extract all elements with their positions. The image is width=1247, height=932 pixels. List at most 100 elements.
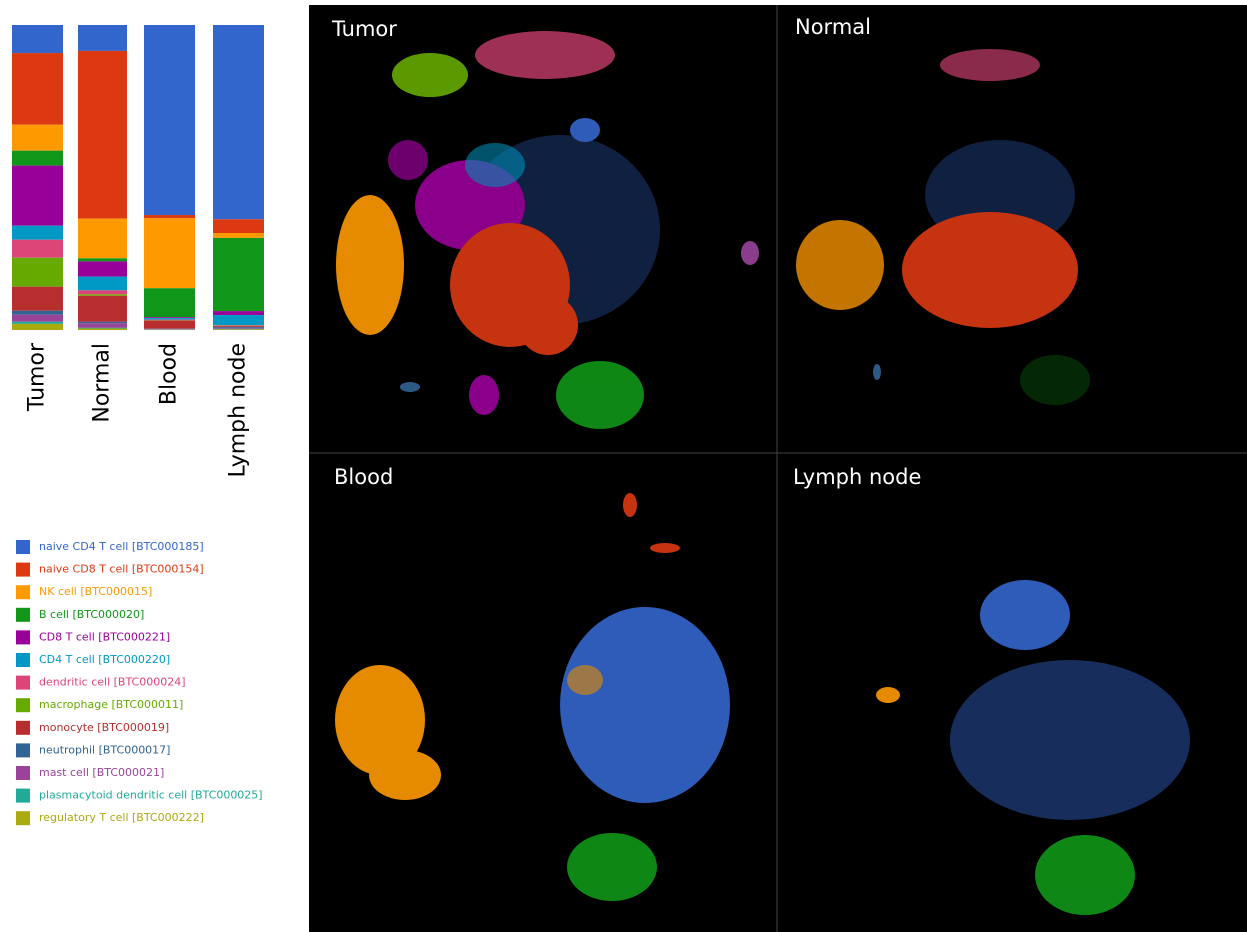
cluster [335, 665, 425, 775]
bar-segment [144, 25, 195, 216]
legend-swatch [16, 585, 30, 600]
cluster [469, 375, 499, 415]
legend-swatch [16, 811, 30, 826]
bar-segment [78, 25, 127, 51]
bar-segment [78, 295, 127, 322]
bar-segment [78, 321, 127, 324]
bar-segment [144, 288, 195, 318]
bar-segment [12, 25, 63, 54]
cluster [650, 543, 680, 553]
cluster [388, 140, 428, 180]
legend-swatch [16, 630, 30, 645]
bar-segment [78, 258, 127, 262]
legend-label: naive CD8 T cell [BTC000154] [39, 563, 204, 576]
bar-segment [12, 314, 63, 322]
bar-segment [12, 124, 63, 151]
cluster [465, 143, 525, 187]
legend-label: monocyte [BTC000019] [39, 721, 169, 734]
legend-swatch [16, 788, 30, 803]
legend-swatch [16, 720, 30, 735]
legend-label: neutrophil [BTC000017] [39, 743, 170, 756]
bar-segment [144, 215, 195, 219]
cluster [796, 220, 884, 310]
cluster [556, 361, 644, 429]
bar-segment [12, 150, 63, 166]
cluster [940, 49, 1040, 81]
x-tick-label: Lymph node [226, 343, 251, 478]
cluster [950, 660, 1190, 820]
cluster [560, 607, 730, 803]
bar-segment [213, 219, 264, 234]
legend-label: regulatory T cell [BTC000222] [39, 811, 204, 824]
bar-segment [12, 225, 63, 240]
bar-segment [78, 328, 127, 330]
bar-segment [78, 294, 127, 296]
bar-segment [213, 233, 264, 238]
bar-segment [213, 327, 264, 329]
panel-title: Tumor [331, 17, 397, 41]
bar-segment [78, 276, 127, 291]
bar-segment [144, 328, 195, 330]
panel-title: Lymph node [793, 465, 921, 489]
cluster [741, 241, 759, 265]
x-tick-label: Blood [157, 343, 182, 405]
cluster [570, 118, 600, 142]
legend-label: plasmacytoid dendritic cell [BTC000025] [39, 789, 263, 802]
x-tick-label: Tumor [25, 342, 50, 412]
cluster [475, 31, 615, 79]
legend-swatch [16, 540, 30, 554]
legend-swatch [16, 675, 30, 690]
bar-segment [12, 321, 63, 324]
bar-segment [12, 323, 63, 330]
bar-segment [213, 25, 264, 220]
bar-segment [213, 237, 264, 312]
legend-swatch [16, 698, 30, 713]
legend-label: NK cell [BTC000015] [39, 585, 152, 598]
cluster [518, 295, 578, 355]
cluster [1020, 355, 1090, 405]
cluster [876, 687, 900, 703]
cluster [873, 364, 881, 380]
x-tick-label: Normal [90, 343, 115, 423]
panel-title: Blood [334, 465, 393, 489]
bar-segment [144, 218, 195, 289]
panel-background [309, 5, 1247, 932]
cluster [1035, 835, 1135, 915]
cluster [623, 493, 637, 517]
legend-label: macrophage [BTC000011] [39, 698, 183, 711]
cluster [392, 53, 468, 97]
tumor-clusters [336, 31, 759, 429]
bar-segment [213, 329, 264, 330]
cluster [902, 212, 1078, 328]
legend-swatch [16, 607, 30, 622]
cluster [369, 750, 441, 800]
cluster [980, 580, 1070, 650]
bar-segment [78, 261, 127, 277]
bar-segment [213, 326, 264, 328]
legend-label: B cell [BTC000020] [39, 608, 144, 621]
panel-title: Normal [795, 15, 871, 39]
bar-segment [78, 290, 127, 295]
bar-segment [213, 325, 264, 326]
cluster [336, 195, 404, 335]
bar-segment [213, 311, 264, 316]
legend-swatch [16, 562, 30, 577]
blood-clusters [335, 493, 730, 901]
bar-segment [12, 310, 63, 315]
bar-segment [78, 323, 127, 328]
bar-segment [144, 317, 195, 319]
lymph-clusters [876, 580, 1190, 915]
bar-segment [78, 218, 127, 259]
bar-segment [12, 53, 63, 125]
bar-segment [144, 319, 195, 321]
cluster [567, 833, 657, 901]
bar-segment [12, 286, 63, 311]
bar-segment [144, 318, 195, 320]
legend-label: CD4 T cell [BTC000220] [39, 653, 170, 666]
legend-swatch [16, 653, 30, 667]
cluster [567, 665, 603, 695]
bar-segment [213, 315, 264, 326]
legend-label: mast cell [BTC000021] [39, 766, 164, 779]
legend-swatch [16, 743, 30, 758]
